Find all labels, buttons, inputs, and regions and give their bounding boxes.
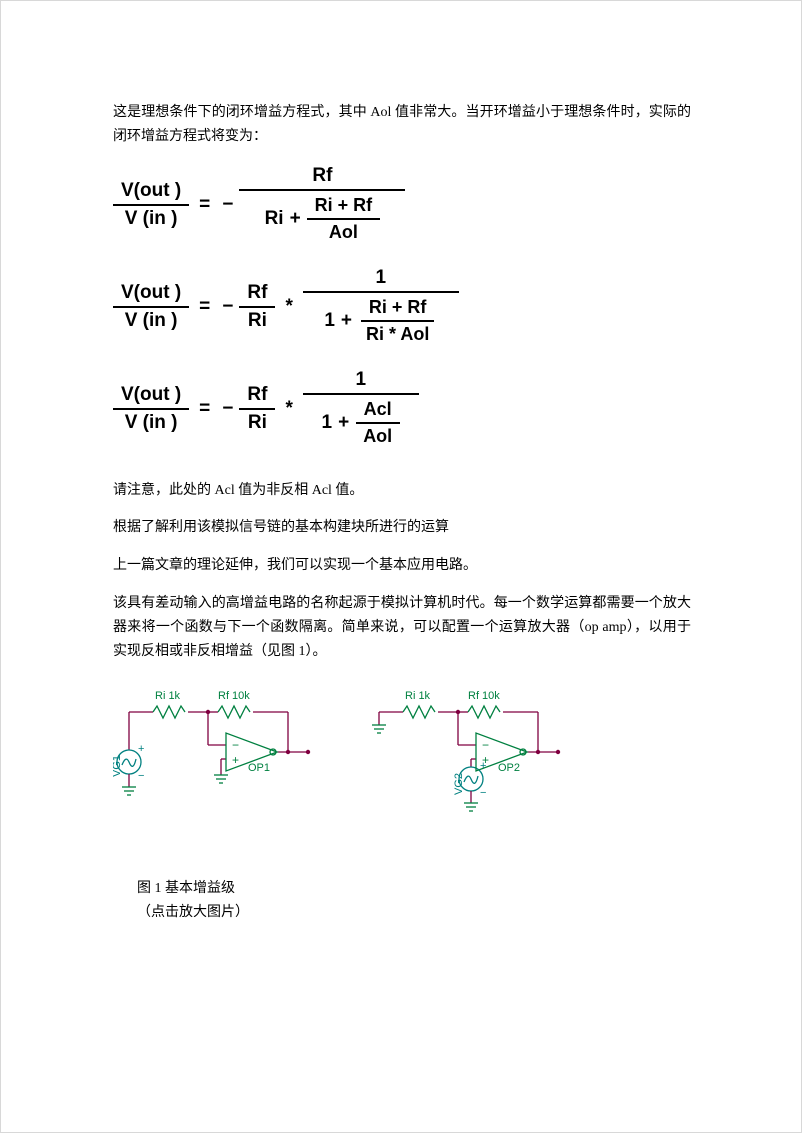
eq1-vin: V (in ) [117, 206, 186, 232]
eq3-plus: + [332, 412, 355, 434]
circuit1-vg1-label: VG1 [113, 755, 123, 777]
circuit2-rf-label: Rf 10k [468, 690, 500, 702]
circuit1-plus: + [138, 743, 144, 755]
eq2-vin: V (in ) [117, 308, 186, 334]
opamp2-plus: + [482, 753, 489, 767]
paragraph-3: 根据了解利用该模拟信号链的基本构建块所进行的运算 [113, 516, 691, 540]
eq1-aol: Aol [321, 220, 366, 245]
eq2-rf: Rf [239, 280, 275, 308]
equation-2: V(out ) V (in ) = − Rf Ri * 1 1 + Ri + R… [113, 265, 691, 349]
figure-1-title: 图 1 基本增益级 [137, 877, 691, 901]
paragraph-5: 该具有差动输入的高增益电路的名称起源于模拟计算机时代。每一个数学运算都需要一个放… [113, 592, 691, 663]
eq3-neg: − [220, 398, 239, 420]
eq3-aol: Aol [355, 424, 400, 449]
eq1-vout: V(out ) [113, 178, 189, 206]
eq3-one: 1 [303, 367, 419, 395]
eq2-vout: V(out ) [113, 280, 189, 308]
circuit1-rf-label: Rf 10k [218, 690, 250, 702]
eq3-vout: V(out ) [113, 382, 189, 410]
eq2-riaol: Ri * Aol [358, 322, 437, 347]
figure-1-circuits: + − − + Ri 1k Rf 10k [113, 677, 691, 827]
paragraph-note: 请注意，此处的 Acl 值为非反相 Acl 值。 [113, 479, 691, 503]
eq1-equals: = [189, 194, 220, 216]
circuit1-minus: − [138, 770, 144, 782]
eq1-ri: Ri [265, 208, 284, 230]
opamp1-plus: + [232, 753, 239, 767]
circuit-2-svg: + − − + Ri 1k Rf 10k VG2 OP2 [363, 677, 573, 827]
paragraph-intro: 这是理想条件下的闭环增益方程式，其中 Aol 值非常大。当开环增益小于理想条件时… [113, 101, 691, 149]
eq2-mul: * [275, 296, 302, 318]
circuit2-ri-label: Ri 1k [405, 690, 431, 702]
eq2-ri: Ri [240, 308, 275, 334]
eq1-riplusrf: Ri + Rf [307, 193, 381, 220]
circuit1-ri-label: Ri 1k [155, 690, 181, 702]
circuit-1-svg: + − − + Ri 1k Rf 10k [113, 677, 323, 827]
circuit2-op-label: OP2 [498, 762, 520, 774]
eq2-neg: − [220, 296, 239, 318]
paragraph-4: 上一篇文章的理论延伸，我们可以实现一个基本应用电路。 [113, 554, 691, 578]
eq1-rf: Rf [239, 163, 405, 191]
eq3-rf: Rf [239, 382, 275, 410]
equation-3: V(out ) V (in ) = − Rf Ri * 1 1 + Acl Ao… [113, 367, 691, 451]
figure-1-caption: 图 1 基本增益级 （点击放大图片） [137, 877, 691, 925]
eq3-mul: * [275, 398, 302, 420]
eq3-equals: = [189, 398, 220, 420]
equation-1: V(out ) V (in ) = − Rf Ri + Ri + Rf Aol [113, 163, 691, 247]
eq3-vin: V (in ) [117, 410, 186, 436]
eq3-acl: Acl [356, 397, 400, 424]
opamp1-minus: − [232, 738, 239, 752]
eq2-equals: = [189, 296, 220, 318]
eq1-plus: + [284, 208, 307, 230]
eq2-plus: + [335, 310, 358, 332]
eq3-one2: 1 [322, 412, 333, 434]
eq2-one2: 1 [324, 310, 335, 332]
opamp2-minus: − [482, 738, 489, 752]
figure-1-subtitle: （点击放大图片） [137, 901, 691, 925]
circuit2-minus: − [480, 787, 486, 799]
eq1-neg: − [220, 194, 239, 216]
circuit1-op-label: OP1 [248, 762, 270, 774]
equations-block: V(out ) V (in ) = − Rf Ri + Ri + Rf Aol [113, 163, 691, 451]
eq2-riplusrf: Ri + Rf [361, 295, 435, 322]
eq3-ri: Ri [240, 410, 275, 436]
eq2-one: 1 [303, 265, 459, 293]
circuit2-vg2-label: VG2 [453, 773, 465, 795]
